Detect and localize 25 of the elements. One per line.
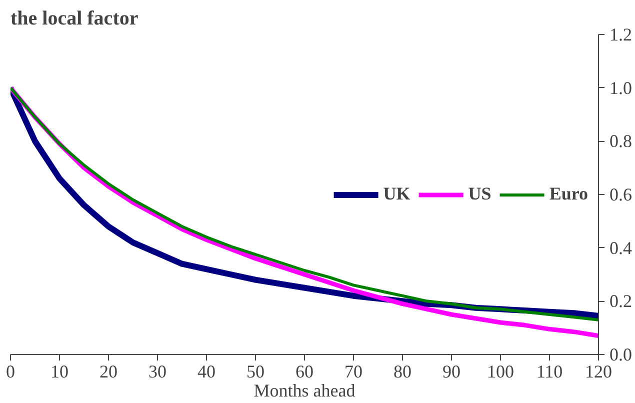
y-tick-label: 1.2 xyxy=(610,24,632,44)
x-tick-label: 50 xyxy=(246,362,264,382)
x-tick-label: 100 xyxy=(487,362,514,382)
x-tick-label: 0 xyxy=(6,362,15,382)
y-tick-label: 0.8 xyxy=(610,131,632,152)
y-tick-label: 0.6 xyxy=(610,184,632,204)
x-tick-label: 80 xyxy=(394,362,412,382)
x-tick-label: 10 xyxy=(50,362,68,382)
x-tick-label: 40 xyxy=(198,362,216,382)
y-tick-label: 0.2 xyxy=(610,291,632,312)
x-tick-label: 60 xyxy=(296,362,314,382)
y-tick-label: 0.4 xyxy=(610,238,632,258)
x-axis-title: Months ahead xyxy=(254,380,356,400)
y-tick-label: 1.0 xyxy=(610,78,632,98)
chart-title: the local factor xyxy=(10,8,138,30)
x-tick-label: 110 xyxy=(536,362,563,382)
x-tick-label: 90 xyxy=(442,362,460,382)
x-tick-label: 20 xyxy=(100,362,118,382)
legend-label: UK xyxy=(383,184,410,204)
legend-label: US xyxy=(468,184,492,204)
x-tick-label: 30 xyxy=(148,362,166,382)
y-tick-label: 0.0 xyxy=(610,344,632,364)
legend-label: Euro xyxy=(549,184,588,204)
x-tick-label: 120 xyxy=(585,362,612,382)
x-tick-label: 70 xyxy=(344,362,362,382)
